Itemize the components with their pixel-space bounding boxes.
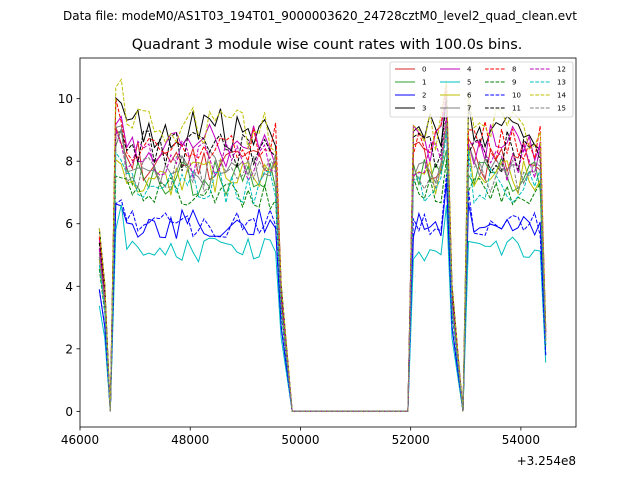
x-tick-label: 54000	[502, 433, 540, 447]
y-tick-label: 4	[65, 280, 73, 294]
chart-title: Quadrant 3 module wise count rates with …	[132, 37, 523, 53]
y-tick-label: 6	[65, 217, 73, 231]
plot-area	[98, 78, 547, 412]
legend-label-3: 3	[422, 105, 426, 113]
y-tick-label: 8	[65, 155, 73, 169]
legend-label-7: 7	[467, 105, 471, 113]
legend-label-0: 0	[422, 66, 426, 74]
legend-label-9: 9	[512, 79, 516, 87]
figure-supertitle: Data file: modeM0/AS1T03_194T01_90000036…	[63, 9, 577, 23]
legend-label-12: 12	[557, 66, 566, 74]
legend-label-15: 15	[557, 105, 566, 113]
legend-label-2: 2	[422, 92, 426, 100]
legend-label-5: 5	[467, 79, 471, 87]
legend-label-11: 11	[512, 105, 521, 113]
x-offset-label: +3.254e8	[517, 454, 576, 468]
x-tick-label: 46000	[61, 433, 99, 447]
series-line-7	[98, 125, 547, 412]
legend-label-4: 4	[467, 66, 472, 74]
series-line-8	[98, 84, 547, 412]
x-tick-label: 52000	[392, 433, 430, 447]
series-line-15	[98, 121, 547, 412]
legend-label-14: 14	[557, 92, 566, 100]
series-line-2	[98, 182, 547, 412]
series-line-4	[98, 98, 547, 412]
legend-label-6: 6	[467, 92, 472, 100]
axes-frame	[79, 57, 577, 428]
y-tick-label: 10	[58, 92, 73, 106]
y-tick-label: 2	[65, 342, 73, 356]
x-tick-label: 50000	[281, 433, 319, 447]
series-line-10	[98, 174, 547, 412]
y-tick-label: 0	[65, 405, 73, 419]
series-line-9	[98, 159, 547, 412]
legend-label-8: 8	[512, 66, 516, 74]
x-tick-label: 48000	[171, 433, 209, 447]
legend-label-10: 10	[512, 92, 521, 100]
legend-label-1: 1	[422, 79, 426, 87]
legend-box	[389, 61, 574, 118]
legend-label-13: 13	[557, 79, 566, 87]
